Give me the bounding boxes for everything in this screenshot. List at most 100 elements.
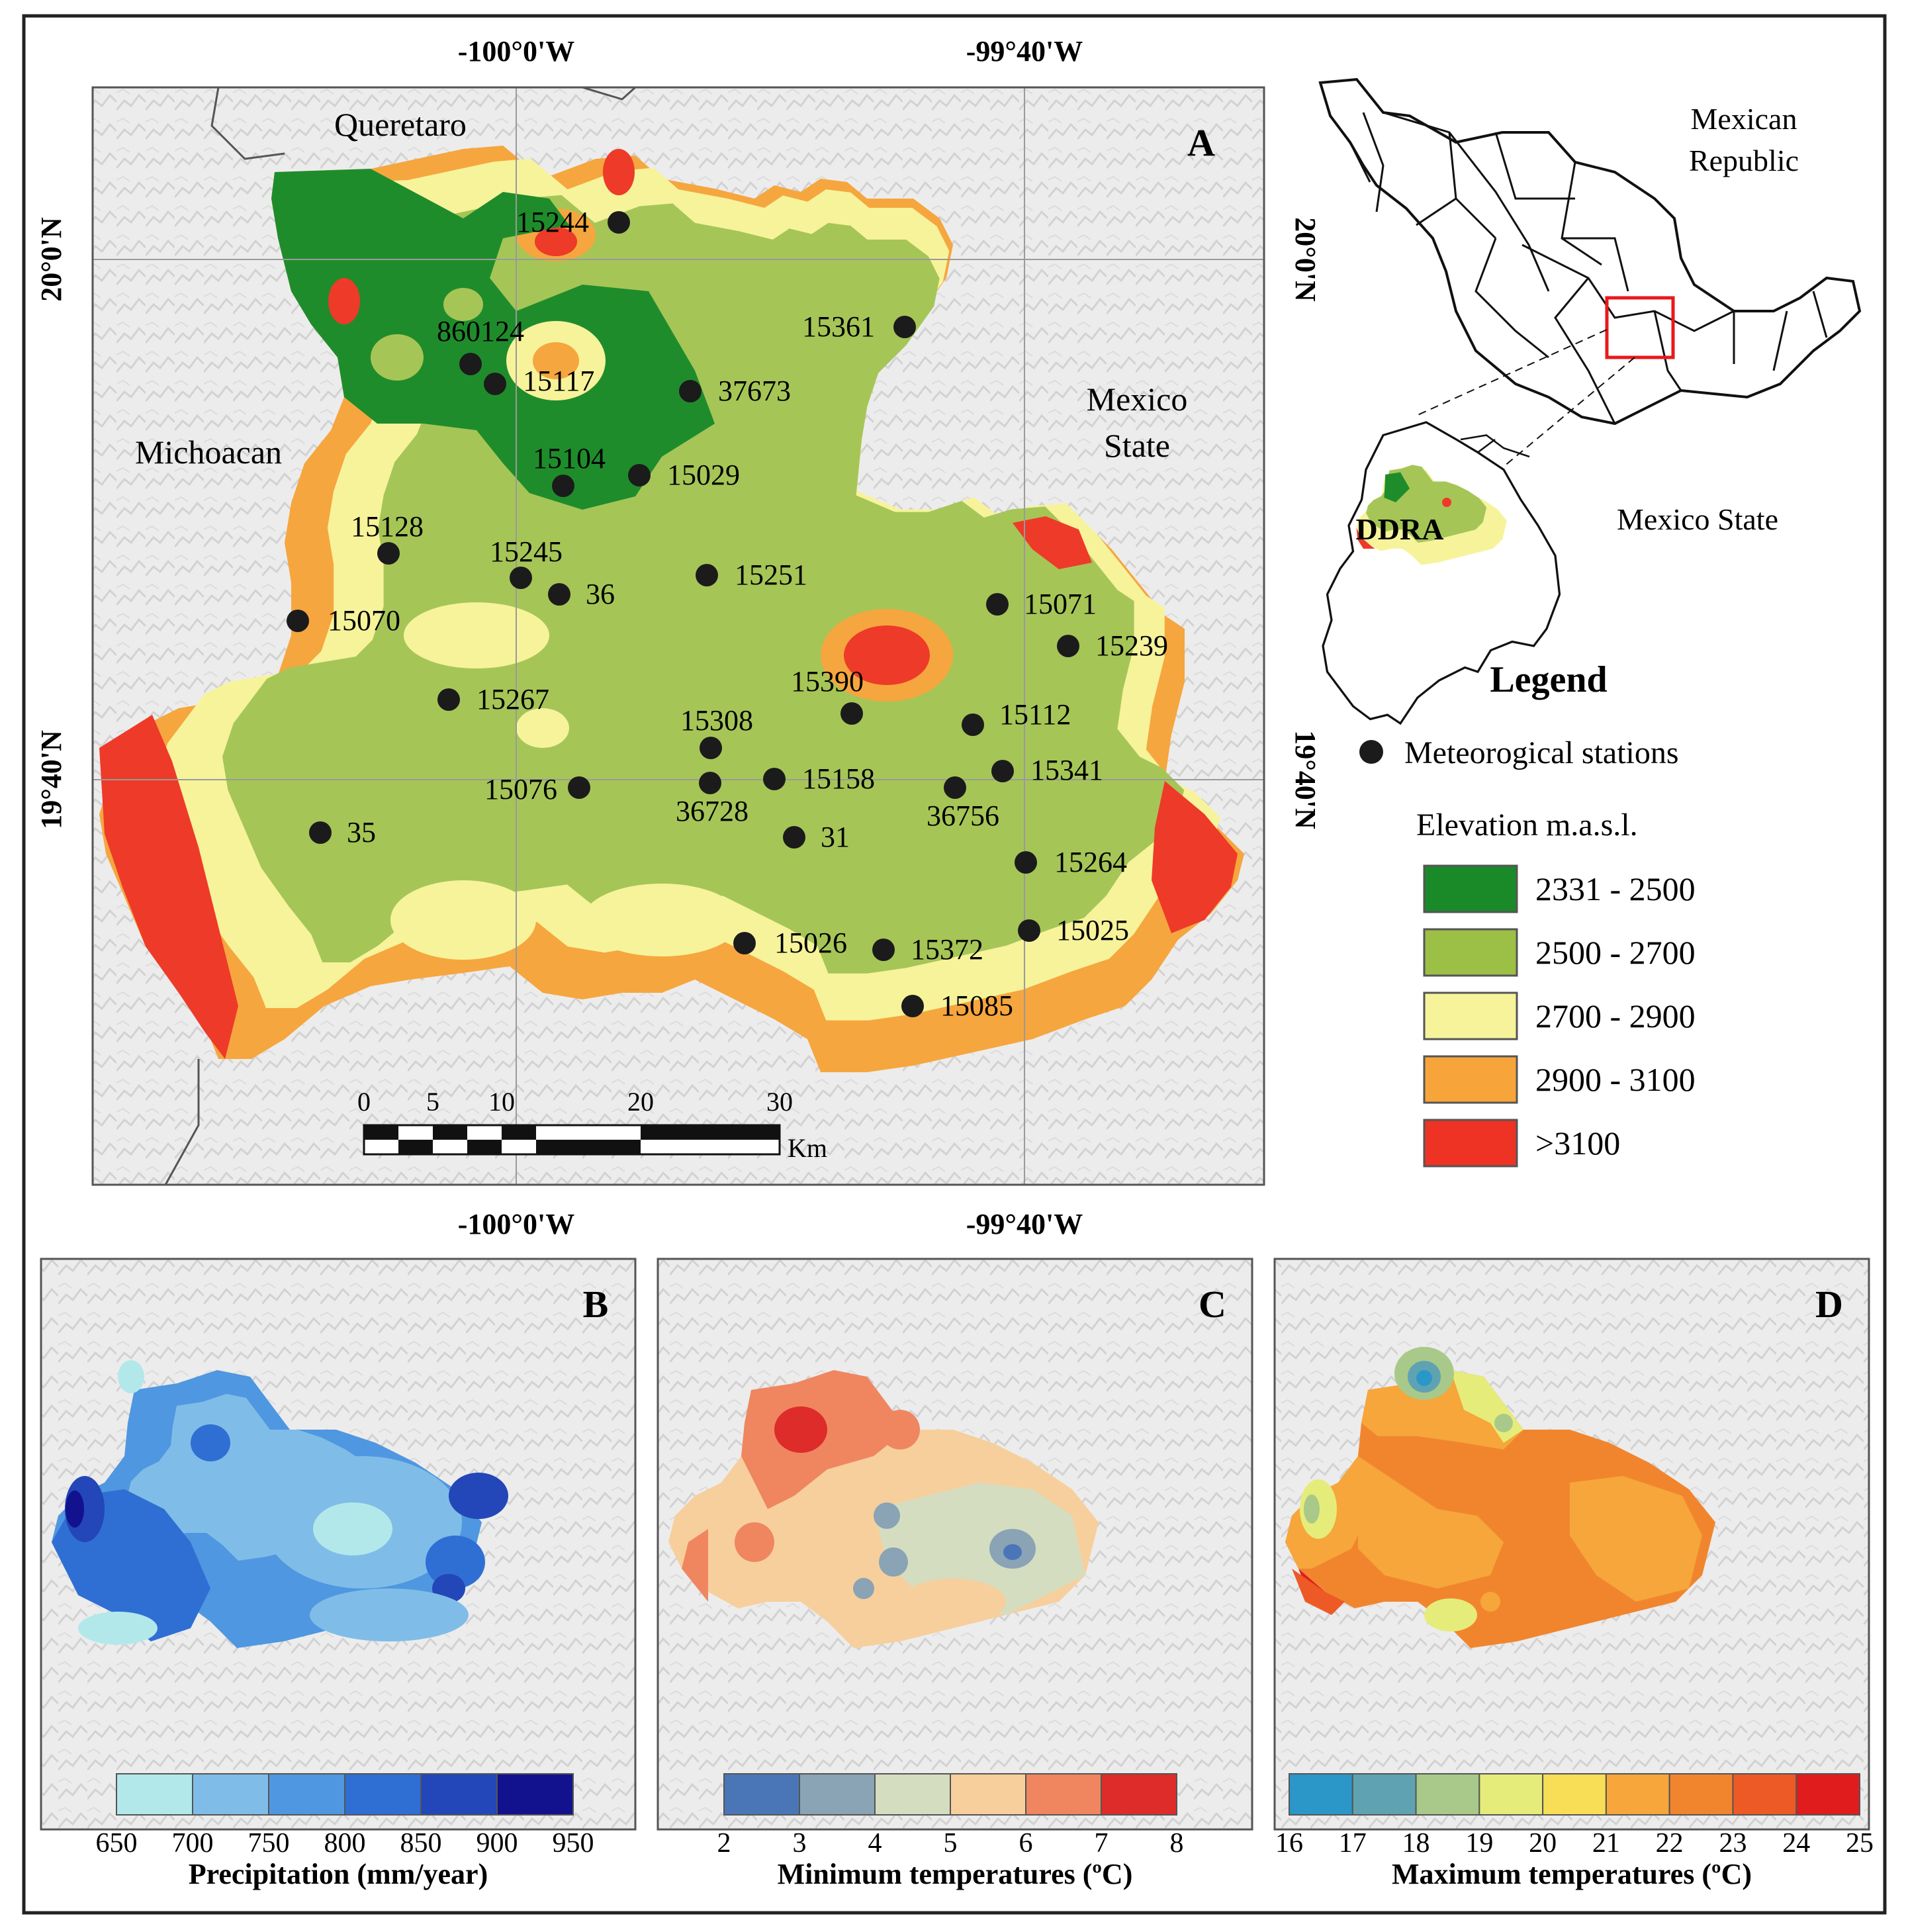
colorbar-tick-750: 750 bbox=[248, 1828, 290, 1859]
colorbar-tick-25: 25 bbox=[1846, 1828, 1874, 1859]
station-15026: 15026 bbox=[733, 927, 847, 959]
legend-class-label-2: 2700 - 2900 bbox=[1535, 997, 1696, 1035]
station-label: 15026 bbox=[774, 927, 847, 959]
legend: Legend Meteorogical stations Elevation m… bbox=[1359, 659, 1696, 1168]
station-15085: 15085 bbox=[901, 989, 1013, 1022]
station-15117: 15117 bbox=[484, 365, 594, 397]
inset-label-republic: Republic bbox=[1689, 144, 1799, 177]
legend-class-label-0: 2331 - 2500 bbox=[1535, 870, 1696, 907]
station-label: 15025 bbox=[1056, 914, 1129, 946]
elevation-zone-2331 bbox=[271, 169, 715, 510]
station-marker bbox=[287, 610, 309, 632]
scale-tick-10: 10 bbox=[488, 1087, 515, 1117]
station-label: 15070 bbox=[328, 604, 400, 637]
region-label-state: State bbox=[1104, 427, 1170, 464]
colorbar-tick-4: 4 bbox=[868, 1828, 882, 1859]
station-marker bbox=[893, 316, 916, 338]
legend-title: Legend bbox=[1490, 659, 1607, 700]
legend-swatch-2 bbox=[1423, 991, 1518, 1040]
station-marker bbox=[628, 464, 651, 486]
station-36756: 36756 bbox=[927, 776, 999, 832]
colorbar-tick-19: 19 bbox=[1465, 1828, 1493, 1859]
station-36728: 36728 bbox=[676, 772, 749, 827]
colorbar-tick-650: 650 bbox=[96, 1828, 138, 1859]
panel-b-title: Precipitation (mm/year) bbox=[189, 1858, 488, 1890]
coord-right-bottom: 19°40'N bbox=[1289, 730, 1322, 829]
colorbar-swatch-5 bbox=[1605, 1773, 1670, 1816]
colorbar-tick-24: 24 bbox=[1782, 1828, 1810, 1859]
station-label: 15244 bbox=[516, 206, 589, 238]
colorbar-swatch-4 bbox=[1542, 1773, 1607, 1816]
station-marker bbox=[763, 768, 786, 790]
station-15341: 15341 bbox=[991, 754, 1103, 786]
volcano-zone-3100 bbox=[844, 625, 930, 685]
station-label: 15264 bbox=[1054, 846, 1127, 878]
station-label: 15071 bbox=[1024, 588, 1097, 620]
precip-colorbar: 650 700 750 800 850 900 950 bbox=[96, 1773, 594, 1859]
station-marker bbox=[733, 932, 756, 954]
station-marker bbox=[840, 702, 863, 725]
legend-station-symbol bbox=[1359, 740, 1383, 764]
inset-label-mexican: Mexican bbox=[1691, 102, 1797, 136]
colorbar-swatch-0 bbox=[1289, 1773, 1353, 1816]
colorbar-tick-900: 900 bbox=[476, 1828, 518, 1859]
station-marker bbox=[568, 776, 590, 799]
station-marker bbox=[696, 564, 718, 586]
elevation-zone-3100-east bbox=[1152, 781, 1238, 933]
elevation-zone-3100-northeast bbox=[1013, 516, 1092, 569]
station-marker bbox=[1015, 851, 1037, 874]
station-15104: 15104 bbox=[533, 442, 606, 497]
station-15390: 15390 bbox=[791, 665, 864, 725]
legend-elevation-title: Elevation m.a.s.l. bbox=[1416, 807, 1638, 843]
colorbar-swatch-0 bbox=[723, 1773, 800, 1816]
station-label: 15267 bbox=[476, 683, 549, 715]
legend-class-label-4: >3100 bbox=[1535, 1125, 1620, 1162]
station-15029: 15029 bbox=[628, 459, 740, 491]
colorbar-swatch-4 bbox=[1025, 1773, 1102, 1816]
colorbar-tick-21: 21 bbox=[1592, 1828, 1620, 1859]
panel-d-max-temperature: D 16 17 18 19 20 21 22 23 24 25 Maximum temperatu… bbox=[1273, 1258, 1874, 1890]
station-marker bbox=[699, 772, 721, 794]
colorbar-tick-6: 6 bbox=[1019, 1828, 1033, 1859]
panel-b-precipitation: B 650 700 750 800 850 900 950 Precipitation (m… bbox=[40, 1258, 637, 1890]
station-label: 36756 bbox=[927, 800, 999, 832]
coord-left-top: 20°0'N bbox=[35, 217, 68, 302]
station-marker bbox=[377, 542, 400, 565]
tmin-colorbar: 2 3 4 5 6 7 8 bbox=[717, 1773, 1184, 1859]
colorbar-tick-18: 18 bbox=[1402, 1828, 1430, 1859]
panel-a-frame bbox=[91, 86, 1265, 1186]
colorbar-tick-20: 20 bbox=[1529, 1828, 1557, 1859]
station-marker bbox=[962, 713, 984, 736]
colorbar-swatch-8 bbox=[1795, 1773, 1860, 1816]
station-label: 36 bbox=[586, 578, 615, 610]
station-marker bbox=[783, 826, 805, 849]
station-15112: 15112 bbox=[962, 698, 1071, 736]
station-label: 15104 bbox=[533, 442, 606, 475]
colorbar-swatch-3 bbox=[950, 1773, 1026, 1816]
station-15361: 15361 bbox=[802, 310, 916, 343]
colorbar-tick-16: 16 bbox=[1275, 1828, 1303, 1859]
station-15070: 15070 bbox=[287, 604, 400, 637]
station-36: 36 bbox=[548, 578, 615, 610]
station-15372: 15372 bbox=[872, 933, 983, 966]
coord-bottom-right: -99°40'W bbox=[966, 1208, 1083, 1240]
panel-c-letter: C bbox=[1199, 1283, 1226, 1326]
panel-b-letter: B bbox=[583, 1283, 609, 1326]
colorbar-tick-7: 7 bbox=[1095, 1828, 1109, 1859]
colorbar-swatch-3 bbox=[1478, 1773, 1544, 1816]
coord-top-right: -99°40'W bbox=[966, 35, 1083, 68]
coord-bottom-left: -100°0'W bbox=[458, 1208, 574, 1240]
station-label: 860124 bbox=[437, 315, 524, 347]
station-label: 35 bbox=[347, 816, 376, 849]
station-label: 15251 bbox=[735, 559, 807, 591]
station-layer: 15244 15361 860124 15117 37673 15104 15029 1512… bbox=[287, 206, 1168, 1022]
station-label: 15112 bbox=[999, 698, 1071, 731]
station-marker bbox=[700, 737, 722, 759]
inset-label-ddra: DDRA bbox=[1356, 512, 1444, 546]
station-860124: 860124 bbox=[437, 315, 524, 375]
station-15244: 15244 bbox=[516, 206, 630, 238]
colorbar-swatch-1 bbox=[799, 1773, 876, 1816]
legend-stations-label: Meteorogical stations bbox=[1404, 735, 1679, 770]
colorbar-tick-22: 22 bbox=[1656, 1828, 1684, 1859]
